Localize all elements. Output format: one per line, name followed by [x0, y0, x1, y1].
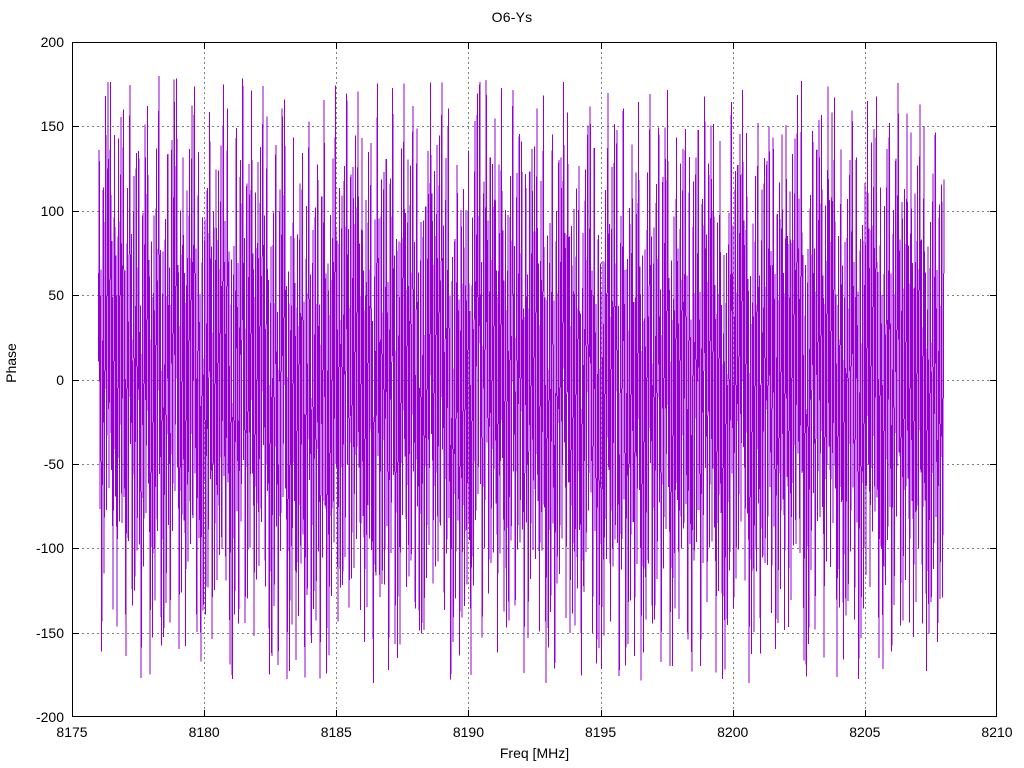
x-tick-label: 8175	[56, 724, 88, 740]
y-axis-tick-labels: -200 -150 -100 -50 0 50 100 150 200	[0, 0, 64, 768]
x-tick-label: 8205	[849, 724, 881, 740]
x-tick-label: 8210	[981, 724, 1013, 740]
x-tick-label: 8190	[452, 724, 484, 740]
y-tick-label: -150	[35, 624, 64, 641]
y-tick-label: 100	[40, 202, 64, 219]
phase-trace	[97, 76, 945, 684]
plot-area	[72, 42, 997, 717]
chart-title: O6-Ys	[491, 9, 533, 25]
y-tick-label: 50	[48, 287, 64, 304]
y-tick-label: -100	[35, 540, 64, 557]
axis-tick-marks	[72, 42, 997, 717]
y-tick-label: 200	[40, 34, 64, 50]
phase-data-series	[97, 76, 945, 684]
y-tick-label: -50	[43, 455, 64, 472]
y-tick-label: -200	[35, 709, 64, 725]
x-axis-label: Freq [MHz]	[499, 745, 570, 761]
y-axis-label: Phase	[3, 343, 19, 383]
y-tick-label: 150	[40, 118, 64, 135]
y-tick-label: 0	[56, 371, 64, 388]
x-tick-label: 8195	[584, 724, 617, 740]
x-tick-label: 8185	[320, 724, 352, 740]
x-tick-label: 8200	[717, 724, 749, 740]
x-tick-label: 8180	[188, 724, 220, 740]
